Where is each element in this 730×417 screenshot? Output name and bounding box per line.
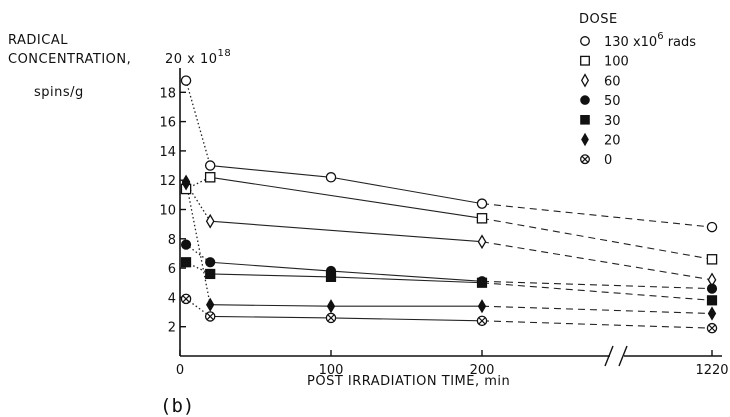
series-line-segment — [330, 276, 483, 284]
data-point-circle-open — [325, 172, 337, 183]
axis-break-mark-right — [618, 345, 628, 367]
series-line-segment — [330, 317, 483, 322]
y-tick-label: 4 — [168, 291, 176, 306]
data-point-square-filled — [476, 277, 488, 288]
data-point-circle-open — [476, 198, 488, 209]
x-ticks: 0 100 200 1220 — [176, 350, 729, 378]
data-point-circle-open — [180, 75, 192, 86]
y-scale-exponent: 18 — [218, 48, 232, 59]
data-point-square-filled — [325, 271, 337, 282]
x-tick-label: 1220 — [695, 363, 728, 378]
series-line-segment — [481, 305, 713, 315]
series-line-segment — [481, 217, 713, 260]
series-line-segment — [210, 304, 332, 307]
data-point-circle-cross — [580, 154, 590, 165]
legend: 130 x106 rads 100 60 50 30 20 0 — [580, 31, 696, 168]
series-line-segment — [210, 273, 332, 278]
axis-break-mark-left — [604, 345, 614, 367]
data-point-square-filled — [706, 295, 718, 306]
y-tick-label: 6 — [168, 262, 176, 277]
data-point-square-open — [580, 55, 590, 66]
legend-label: 20 — [604, 134, 621, 149]
series-line-segment — [481, 280, 713, 290]
y-ticks: 2 4 6 8 10 12 14 16 18 — [159, 86, 186, 336]
series-line-segment — [481, 241, 713, 281]
legend-title: DOSE — [579, 12, 618, 27]
series-line-segment — [185, 80, 211, 166]
y-axis-unit-label: spins/g — [34, 85, 84, 100]
data-point-square-filled — [580, 115, 590, 125]
data-point-circle-filled — [580, 95, 590, 105]
series-line-segment — [210, 220, 483, 243]
data-point-diamond-filled — [206, 297, 215, 312]
y-axis-title-line-1: RADICAL — [8, 33, 68, 48]
data-point-square-open — [706, 254, 718, 265]
y-tick-label: 12 — [159, 174, 176, 189]
data-point-circle-open — [580, 36, 590, 46]
series-line-segment — [185, 181, 211, 305]
data-point-diamond-filled — [477, 299, 487, 314]
legend-dose-value: 130 — [604, 35, 629, 50]
data-point-circle-filled — [706, 283, 718, 294]
legend-label: 50 — [604, 94, 621, 109]
y-tick-label: 18 — [159, 86, 176, 101]
y-tick-label: 16 — [159, 116, 176, 131]
data-point-diamond-open — [205, 213, 215, 229]
legend-label: 100 — [604, 55, 629, 70]
data-point-square-filled — [205, 268, 216, 280]
series-line-segment — [210, 176, 483, 219]
series-line-segment — [330, 176, 483, 205]
legend-label: 0 — [604, 153, 612, 168]
panel-label: (b) — [160, 395, 194, 417]
legend-label: 60 — [604, 74, 621, 89]
data-point-diamond-filled — [581, 132, 589, 147]
series-line-segment — [481, 203, 713, 228]
x-tick-label: 100 — [319, 363, 344, 378]
data-point-diamond-filled — [707, 306, 717, 321]
legend-dose-scale: x10 — [629, 35, 657, 50]
x-tick-label: 200 — [470, 363, 495, 378]
data-point-circle-filled — [180, 239, 192, 250]
legend-label: 30 — [604, 114, 621, 129]
data-point-square-open — [476, 213, 488, 224]
series-line-segment — [481, 320, 713, 329]
y-tick-label: 2 — [168, 321, 176, 336]
data-point-square-filled — [180, 257, 192, 268]
data-point-circle-cross — [204, 311, 216, 322]
data-point-circle-cross — [476, 315, 488, 327]
x-tick-label: 0 — [176, 363, 184, 378]
series-markers — [180, 75, 718, 334]
legend-dose-unit: rads — [664, 35, 697, 50]
data-point-diamond-filled — [181, 174, 191, 189]
series-line-segment — [210, 315, 332, 319]
legend-dose-exponent: 6 — [657, 31, 663, 42]
series-line-segment — [481, 282, 713, 301]
y-scale-base: 20 x 10 — [165, 52, 218, 67]
data-point-circle-filled — [205, 257, 216, 268]
y-axis-title-line-2: CONCENTRATION, — [8, 52, 131, 67]
data-point-square-open — [204, 172, 216, 183]
series-line-segment — [210, 165, 332, 178]
y-scale-label: 20 x 1018 — [165, 48, 231, 67]
data-point-circle-cross — [180, 293, 192, 305]
data-point-circle-cross — [325, 312, 337, 324]
series-line-segment — [330, 270, 483, 282]
data-point-diamond-filled — [326, 299, 336, 314]
data-point-circle-open — [204, 160, 216, 171]
data-point-diamond-open — [477, 234, 487, 250]
y-tick-label: 10 — [159, 204, 176, 219]
data-point-diamond-open — [580, 73, 590, 88]
legend-label: 130 x106 rads — [604, 31, 696, 50]
data-point-circle-open — [706, 221, 718, 233]
y-tick-label: 14 — [159, 145, 176, 160]
data-point-circle-cross — [706, 322, 718, 334]
series-lines — [185, 80, 713, 329]
x-axis-title: POST IRRADIATION TIME, min — [307, 374, 510, 389]
y-tick-label: 8 — [168, 233, 176, 248]
series-line-segment — [210, 261, 332, 272]
